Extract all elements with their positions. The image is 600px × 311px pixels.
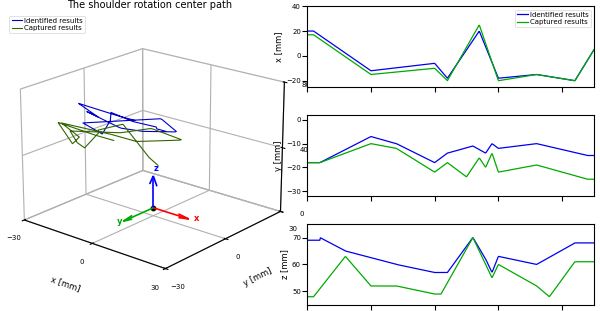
Identified results (440, 72, 447, 75)
Line: Captured results: Captured results (307, 25, 594, 81)
X-axis label: x [mm]: x [mm] (49, 275, 81, 294)
Legend: Identified results, Captured results: Identified results, Captured results (515, 10, 590, 27)
Captured results (475, 23, 482, 27)
Identified results (459, 54, 466, 58)
Captured results (540, 74, 547, 77)
Identified results (584, 58, 591, 62)
Captured results (459, 53, 466, 56)
Y-axis label: y [mm]: y [mm] (274, 140, 283, 171)
Identified results (539, 73, 546, 77)
Identified results (304, 29, 311, 33)
Captured results (495, 79, 502, 82)
Legend: Identified results, Captured results: Identified results, Captured results (10, 16, 85, 33)
Identified results (590, 48, 598, 52)
Captured results (442, 77, 449, 80)
Line: Identified results: Identified results (307, 31, 594, 81)
Identified results (442, 74, 449, 77)
Captured results (304, 33, 311, 37)
Captured results (440, 75, 447, 79)
Y-axis label: z [mm]: z [mm] (280, 249, 289, 279)
Y-axis label: y [mm]: y [mm] (242, 266, 273, 288)
Captured results (584, 57, 592, 61)
Captured results (590, 48, 598, 52)
Y-axis label: x [mm]: x [mm] (274, 31, 283, 62)
Captured results (474, 26, 481, 29)
Identified results (474, 31, 481, 35)
Title: The shoulder rotation center path: The shoulder rotation center path (67, 0, 232, 10)
Identified results (571, 79, 578, 82)
